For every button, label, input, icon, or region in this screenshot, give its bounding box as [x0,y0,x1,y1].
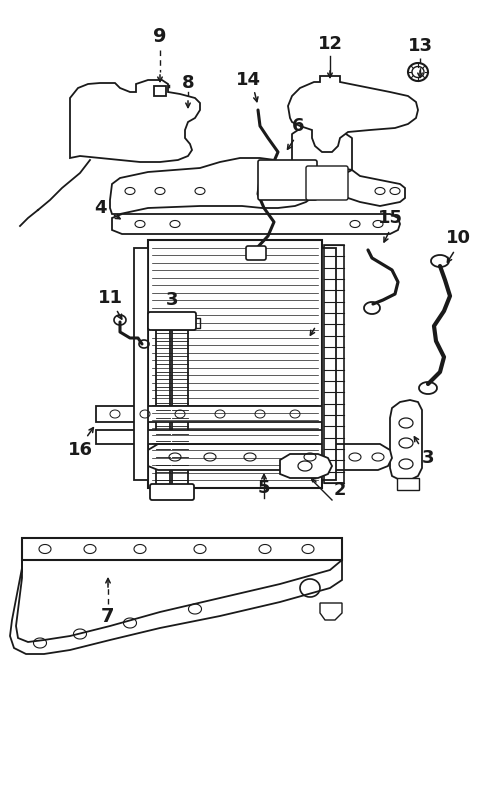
Polygon shape [10,560,341,654]
Text: 12: 12 [317,35,342,53]
Text: 3: 3 [421,449,433,467]
Bar [321,248,335,480]
Text: 7: 7 [101,606,115,626]
Bar [148,240,321,488]
FancyBboxPatch shape [150,484,194,500]
Text: 4: 4 [93,199,106,217]
Polygon shape [319,603,341,620]
Polygon shape [70,80,199,162]
Text: 8: 8 [182,74,194,92]
Bar [172,326,188,488]
Polygon shape [287,76,417,152]
Polygon shape [112,214,399,234]
Text: 14: 14 [235,71,260,89]
Text: 16: 16 [67,441,92,459]
Bar [96,406,325,422]
Polygon shape [279,454,332,478]
Text: 15: 15 [377,209,402,227]
Text: 11: 11 [97,289,122,307]
Polygon shape [148,444,391,470]
Text: 3: 3 [166,291,178,309]
FancyBboxPatch shape [148,312,196,330]
Bar [96,430,325,444]
Bar [134,248,148,480]
Bar [156,326,170,488]
FancyBboxPatch shape [305,166,348,200]
FancyBboxPatch shape [257,160,317,200]
Text: 5: 5 [257,479,270,497]
Polygon shape [389,400,421,480]
Text: 9: 9 [153,26,166,45]
Text: 10: 10 [445,229,469,247]
Bar [396,478,418,490]
FancyBboxPatch shape [154,86,166,96]
Bar [323,245,343,483]
FancyBboxPatch shape [245,246,265,260]
Bar [22,538,341,560]
Polygon shape [110,158,404,214]
Text: 2: 2 [333,481,346,499]
Text: 6: 6 [291,117,303,135]
Text: 1: 1 [323,299,335,317]
Text: 13: 13 [407,37,432,55]
